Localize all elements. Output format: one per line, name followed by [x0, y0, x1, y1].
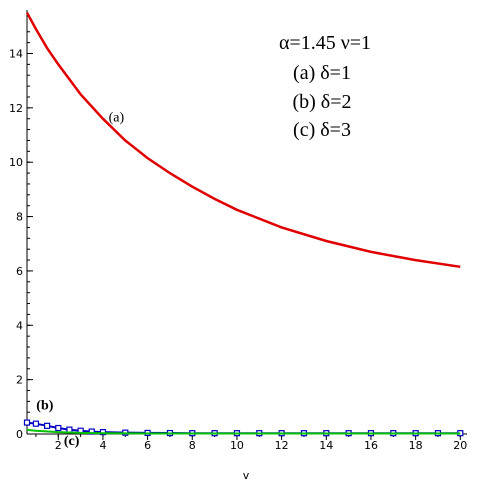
y-tick-label: 14 — [9, 47, 23, 60]
x-tick-label: 20 — [453, 439, 467, 452]
y-tick-label: 10 — [9, 156, 23, 169]
y-tick-label: 6 — [16, 265, 23, 278]
legend: α=1.45 ν=1 (a) δ=1 (b) δ=2 (c) δ=3 — [279, 32, 371, 141]
series-line-c — [26, 428, 461, 435]
y-tick-label: 2 — [16, 374, 23, 387]
data-point-marker — [99, 428, 107, 436]
y-tick-label: 0 — [16, 428, 23, 441]
curve-label-b: (b) — [36, 399, 53, 414]
legend-entry-c: (c) δ=3 — [293, 119, 351, 141]
data-point-marker — [66, 426, 73, 433]
curve-label-a: (a) — [109, 110, 125, 125]
x-tick-label: 4 — [99, 439, 106, 452]
y-tick-label: 12 — [9, 102, 23, 115]
labels-layer: (a) (b) (c) — [36, 110, 124, 448]
x-tick-label: 14 — [319, 439, 333, 452]
x-tick-label: 8 — [189, 439, 196, 452]
series-line-a — [25, 12, 461, 269]
x-tick-label: 2 — [55, 439, 62, 452]
x-tick-label: 18 — [409, 439, 423, 452]
data-point-marker — [88, 428, 95, 435]
data-point-marker — [23, 419, 31, 426]
curve-label-c: (c) — [64, 434, 80, 449]
series-layer — [23, 12, 464, 437]
x-tick-label: 12 — [275, 439, 289, 452]
x-tick-label: 16 — [364, 439, 378, 452]
x-tick-label: 10 — [230, 439, 244, 452]
x-axis-label: v — [243, 469, 250, 482]
y-tick-label: 4 — [16, 319, 23, 332]
y-tick-label: 8 — [16, 211, 23, 224]
axes: 2 4 6 8 10 12 14 16 18 20 0 2 4 6 8 10 12 14 — [9, 10, 467, 452]
legend-entry-a: (a) δ=1 — [293, 62, 351, 84]
legend-entry-b: (b) δ=2 — [292, 91, 351, 113]
data-point-marker — [32, 420, 40, 427]
x-tick-label: 6 — [144, 439, 151, 452]
legend-params: α=1.45 ν=1 — [279, 32, 371, 54]
data-point-marker — [55, 424, 62, 432]
data-point-marker — [44, 422, 51, 429]
